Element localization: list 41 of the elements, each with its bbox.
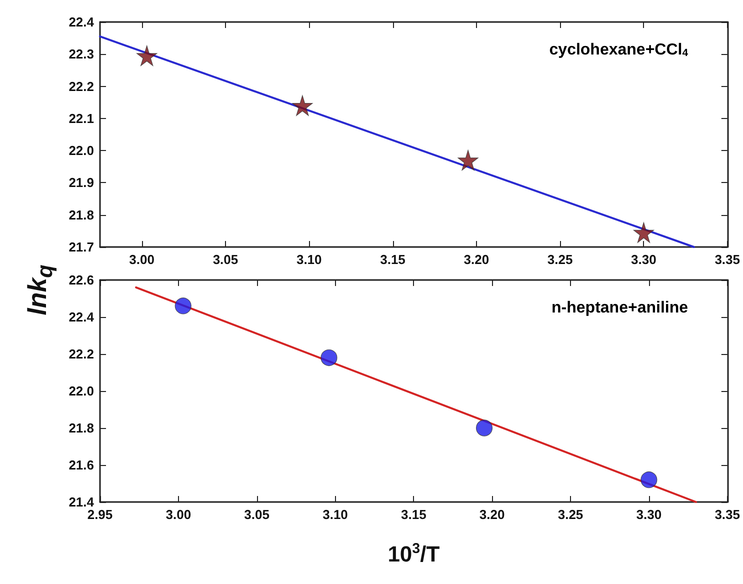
x-tick-label: 3.10 [296,252,322,267]
y-tick-label: 22.2 [68,346,94,362]
x-tick-label: 3.35 [714,252,740,267]
point [320,349,338,366]
x-tick-label: 3.20 [479,507,505,522]
y-tick-label: 22.4 [68,14,95,30]
y-tick-label: 22.0 [68,384,94,398]
x-tick-label: 3.05 [212,252,238,267]
y-tick-label: 22.6 [68,272,94,288]
point [640,472,658,488]
point [633,222,654,243]
x-tick-label: 3.30 [631,252,656,267]
y-tick-label: 21.7 [68,240,94,254]
x-tick-label: 3.25 [547,252,573,267]
y-tick-label: 21.6 [68,458,94,472]
x-tick-label: 3.05 [244,507,270,522]
point [458,150,478,171]
x-tick-label: 3.30 [636,507,662,522]
x-tick-label: 3.20 [464,252,490,267]
point [136,45,158,66]
y-tick-label: 22.4 [68,310,95,324]
point [476,420,493,436]
y-tick-label: 21.8 [68,420,94,436]
y-tick-label: 22.3 [68,46,94,62]
point [174,298,192,314]
x-tick-label: 3.10 [322,507,348,522]
y-tick-label: 21.9 [68,175,94,190]
y-tick-label: 21.4 [68,494,95,510]
x-tick-label: 3.15 [401,507,426,522]
x-tick-label: 3.00 [166,507,192,522]
y-tick-label: 22.2 [68,78,94,94]
x-tick-label: 3.15 [380,252,406,267]
annotation: n-heptane+aniline [552,300,688,316]
x-tick-label: 3.25 [558,507,584,522]
point [292,95,313,116]
y-tick-label: 22.0 [68,143,94,158]
y-tick-label: 21.8 [68,207,94,222]
x-tick-label: 3.35 [714,507,740,522]
x-tick-label: 3.00 [129,252,154,267]
y-tick-label: 22.1 [68,110,94,126]
x-tick-label: 2.95 [87,507,113,522]
